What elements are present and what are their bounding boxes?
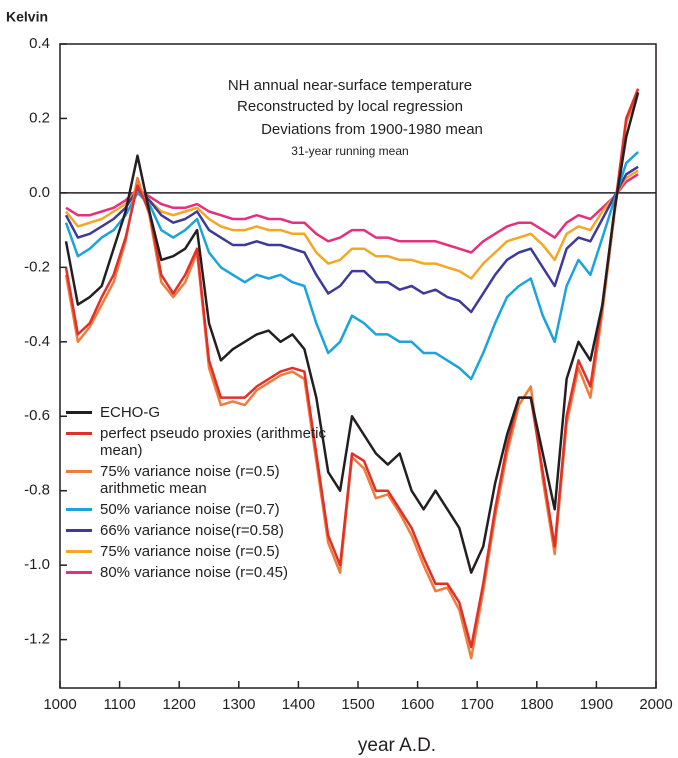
legend: ECHO-G perfect pseudo proxies (arithmetic… <box>66 404 356 585</box>
series-line <box>64 151 639 381</box>
legend-swatch <box>66 432 92 435</box>
y-tick-label: 0.0 <box>29 184 50 201</box>
x-tick-label: 1000 <box>43 696 76 713</box>
legend-label: 66% variance noise(r=0.58) <box>100 522 284 539</box>
legend-label: 75% variance noise (r=0.5) arithmetic me… <box>100 463 280 497</box>
legend-label: ECHO-G <box>100 404 160 421</box>
annotation: Deviations from 1900-1980 mean <box>261 121 483 138</box>
y-tick-label: -0.2 <box>24 258 50 275</box>
legend-label: 50% variance noise (r=0.7) <box>100 501 280 518</box>
legend-label: 80% variance noise (r=0.45) <box>100 564 289 581</box>
plot-frame <box>59 43 657 689</box>
legend-item: 75% variance noise (r=0.5) <box>66 543 356 560</box>
series-line <box>65 169 639 280</box>
x-tick-label: 1700 <box>461 696 494 713</box>
y-tick-label: -0.8 <box>24 482 50 499</box>
legend-item: 50% variance noise (r=0.7) <box>66 501 356 518</box>
legend-item: ECHO-G <box>66 404 356 421</box>
legend-swatch <box>66 508 92 511</box>
y-tick-label: -1.0 <box>24 556 50 573</box>
x-tick-label: 1100 <box>103 696 135 713</box>
legend-swatch <box>66 550 92 553</box>
legend-swatch <box>66 411 92 414</box>
x-tick-label: 1600 <box>401 696 434 713</box>
series-line <box>64 165 639 314</box>
annotation: Reconstructed by local regression <box>237 98 463 115</box>
series-line <box>64 92 640 574</box>
series-line <box>64 88 640 649</box>
y-tick-label: -0.6 <box>24 407 50 424</box>
legend-label: 75% variance noise (r=0.5) <box>100 543 280 560</box>
legend-swatch <box>66 571 92 574</box>
legend-item: 80% variance noise (r=0.45) <box>66 564 356 581</box>
y-tick-label: 0.2 <box>29 109 50 126</box>
legend-swatch <box>66 529 92 532</box>
legend-item: 75% variance noise (r=0.5) arithmetic me… <box>66 463 356 497</box>
x-tick-label: 1200 <box>163 696 196 713</box>
annotation: NH annual near-surface temperature <box>228 77 472 94</box>
x-axis-label: year A.D. <box>358 735 436 756</box>
x-tick-label: 1500 <box>341 696 374 713</box>
y-axis-label: Kelvin <box>6 9 48 25</box>
annotation: 31-year running mean <box>291 144 408 158</box>
legend-item: 66% variance noise(r=0.58) <box>66 522 356 539</box>
legend-label: perfect pseudo proxies (arithmetic mean) <box>100 425 326 459</box>
y-tick-label: -0.4 <box>24 333 50 350</box>
legend-item: perfect pseudo proxies (arithmetic mean) <box>66 425 356 459</box>
x-tick-label: 1300 <box>222 696 255 713</box>
x-tick-label: 1900 <box>580 696 613 713</box>
x-tick-label: 1400 <box>282 696 315 713</box>
x-tick-label: 1800 <box>520 696 553 713</box>
series-line <box>65 173 639 254</box>
x-tick-label: 2000 <box>639 696 672 713</box>
y-tick-label: 0.4 <box>29 35 50 52</box>
y-tick-label: -1.2 <box>24 631 50 648</box>
legend-swatch <box>66 470 92 473</box>
